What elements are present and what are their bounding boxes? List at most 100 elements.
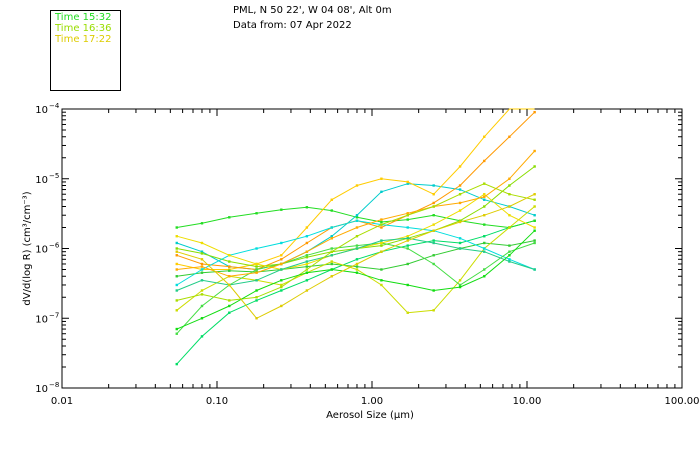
data-point [483, 214, 486, 217]
data-point [255, 296, 258, 299]
data-point [432, 289, 435, 292]
data-point [533, 239, 536, 242]
data-point [458, 220, 462, 224]
data-point [200, 265, 204, 268]
data-point [305, 271, 309, 274]
y-tick-label: 10 [35, 245, 48, 256]
data-point [175, 283, 178, 287]
y-tick-label: 10 [35, 384, 48, 395]
data-point [406, 239, 409, 242]
data-point [200, 271, 204, 274]
data-point [533, 219, 536, 222]
data-point [228, 254, 231, 257]
data-point [175, 247, 178, 250]
data-point [458, 241, 462, 245]
series-2 [175, 206, 536, 229]
data-point [280, 241, 283, 245]
data-point [380, 268, 383, 271]
data-point [255, 279, 258, 282]
data-point [255, 265, 258, 268]
data-point [380, 177, 383, 180]
y-tick-exponent: −7 [49, 311, 59, 319]
data-point [305, 262, 309, 266]
data-point [255, 247, 258, 250]
data-point [458, 209, 462, 212]
data-date: Data from: 07 Apr 2022 [233, 20, 352, 31]
data-point [200, 317, 204, 320]
data-point [175, 362, 178, 366]
data-point [200, 250, 204, 253]
data-point [305, 206, 309, 209]
data-point [432, 239, 435, 242]
data-point [508, 184, 511, 187]
data-point [508, 258, 511, 261]
data-point [458, 165, 462, 168]
data-point [200, 241, 204, 245]
data-point [330, 209, 333, 212]
data-point [330, 268, 333, 271]
series-7 [175, 239, 536, 278]
data-point [175, 250, 178, 253]
data-point [483, 275, 486, 278]
data-point [305, 235, 309, 238]
data-point [483, 235, 486, 238]
data-point [355, 268, 359, 271]
data-point [380, 250, 383, 253]
data-point [305, 241, 309, 245]
data-point [228, 275, 231, 278]
data-point [255, 212, 258, 215]
data-point [280, 268, 283, 271]
series-line [176, 150, 535, 277]
data-point [200, 258, 204, 261]
data-point [330, 275, 333, 278]
data-point [406, 226, 409, 229]
series-11 [175, 193, 536, 271]
legend-entry-1: Time 15:32 [55, 12, 112, 23]
data-point [228, 260, 231, 263]
data-point [255, 299, 258, 302]
y-tick-exponent: −6 [49, 242, 60, 250]
data-point [432, 205, 435, 208]
x-axis-title: Aerosol Size (μm) [326, 410, 414, 421]
data-point [483, 198, 486, 201]
station-title: PML, N 50 22', W 04 08', Alt 0m [233, 5, 392, 16]
data-point [280, 289, 283, 292]
data-point [533, 198, 536, 201]
data-point [432, 262, 435, 266]
data-point [483, 193, 486, 196]
data-point [255, 289, 258, 292]
data-point [458, 279, 462, 282]
data-point [406, 311, 409, 314]
data-point [330, 250, 333, 253]
series-16 [175, 193, 536, 320]
data-point [406, 237, 409, 240]
data-point [458, 184, 462, 187]
y-axis-title: dV/d(log R) (cm³/cm⁻³) [22, 191, 33, 305]
data-point [175, 268, 178, 271]
data-point [458, 247, 462, 250]
data-point [228, 265, 231, 268]
data-point [175, 332, 178, 335]
data-point [355, 271, 359, 274]
data-point [406, 244, 409, 247]
data-point [508, 226, 511, 229]
data-point [406, 262, 409, 266]
data-point [508, 135, 511, 138]
data-point [508, 177, 511, 180]
data-point [280, 208, 283, 211]
data-point [380, 244, 383, 247]
data-point [305, 256, 309, 259]
x-tick-label: 10.00 [513, 396, 542, 407]
data-point [508, 260, 511, 263]
data-point [432, 241, 435, 245]
data-point [432, 309, 435, 312]
data-point [228, 216, 231, 219]
data-point [228, 283, 231, 287]
y-tick-exponent: −8 [49, 381, 59, 389]
data-point [508, 244, 511, 247]
data-point [280, 279, 283, 282]
data-point [380, 279, 383, 282]
data-point [305, 289, 309, 292]
data-point [355, 258, 359, 261]
